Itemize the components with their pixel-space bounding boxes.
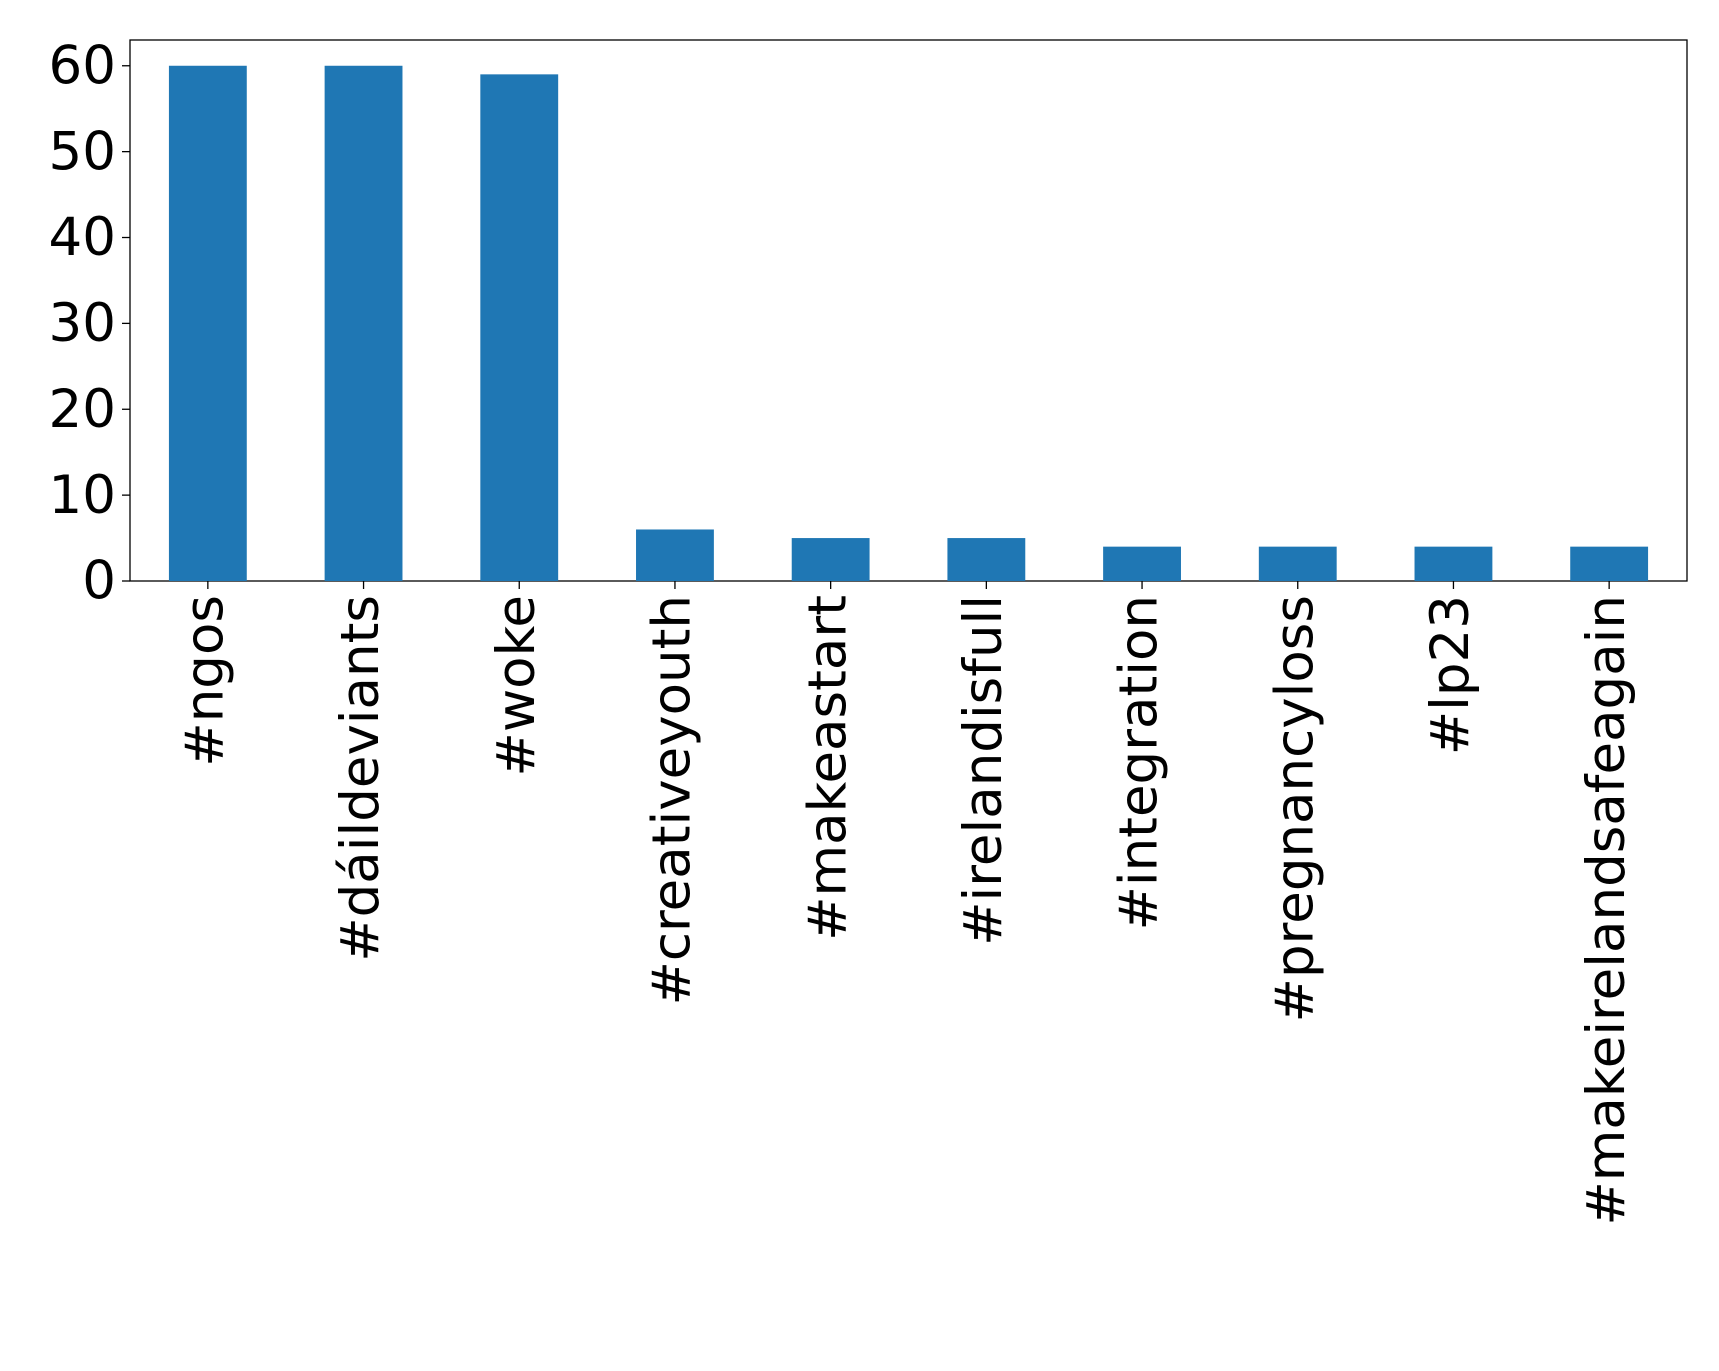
bar <box>1570 546 1649 581</box>
bar <box>1258 546 1337 581</box>
bar <box>324 65 403 581</box>
bar <box>636 529 714 581</box>
bar <box>480 74 559 581</box>
x-tick-label: #integration <box>1109 595 1170 931</box>
y-tick-label: 10 <box>49 465 116 526</box>
x-tick-label: #ngos <box>174 595 235 767</box>
x-tick-label: #woke <box>486 595 547 777</box>
y-tick-label: 40 <box>49 207 116 268</box>
x-tick-label: #irelandisfull <box>953 595 1014 946</box>
y-tick-label: 50 <box>49 121 116 182</box>
x-tick-label: #creativeyouth <box>642 595 703 1006</box>
x-tick-label: #lp23 <box>1420 595 1481 755</box>
x-tick-label: #pregnancyloss <box>1264 595 1325 1022</box>
bar <box>791 538 870 581</box>
y-tick-label: 60 <box>49 35 116 96</box>
x-tick-label: #makeastart <box>797 595 858 941</box>
plot-frame <box>129 39 1688 582</box>
y-tick-label: 0 <box>82 551 116 612</box>
x-tick-label: #dáildeviants <box>330 595 391 962</box>
x-tick-label: #makeirelandsafeagain <box>1576 595 1637 1226</box>
y-tick-label: 20 <box>49 379 116 440</box>
y-tick-label: 30 <box>49 293 116 354</box>
bar <box>1414 546 1493 581</box>
bar <box>168 65 247 581</box>
bar <box>947 538 1026 581</box>
bar <box>1103 546 1181 581</box>
